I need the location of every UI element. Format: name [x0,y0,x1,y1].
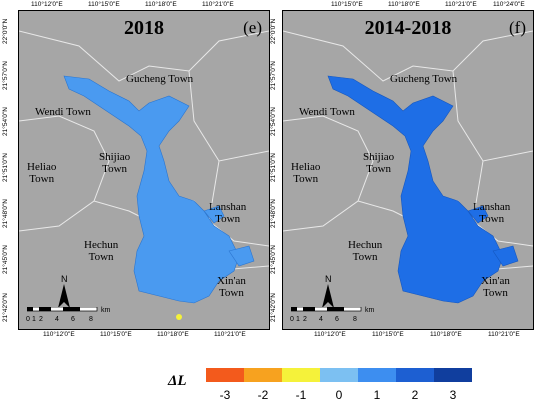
legend-label: -1 [295,388,307,402]
lon-tick: 110°21'0"E [445,1,477,8]
town-label: Gucheng Town [126,73,194,85]
town-label: Shijiao Town [99,151,131,175]
panel-year: 2014-2018 [364,17,452,39]
lon-tick: 110°24'0"E [493,1,525,8]
lon-tick: 110°18'0"E [388,1,420,8]
legend-label: 0 [335,388,343,402]
lon-tick: 110°21'0"E [488,331,520,338]
town-label: Shijiao Town [363,151,395,175]
legend-swatch [396,368,434,382]
legend-swatch [282,368,320,382]
map-2018 [19,30,269,320]
lat-tick: 21°45'0"N [270,245,277,274]
town-label: Wendi Town [35,106,91,118]
town-label: Heliao Town [27,161,57,185]
scale-bar [291,307,362,312]
lon-tick: 110°12'0"E [43,331,75,338]
legend-label: -2 [257,388,269,402]
map-2014-2018 [283,30,533,304]
town-label: Xin'an Town [217,275,246,299]
panel-letter: (e) [243,18,262,37]
lat-tick: 21°48'0"N [2,199,9,228]
legend-swatch [358,368,396,382]
lat-tick: 22°0'0"N [2,18,9,44]
legend-swatch [244,368,282,382]
map-panel-2014-2018: 2014-2018 (f) Gucheng Town Wendi Town He… [282,10,534,330]
lon-tick: 110°15'0"E [372,331,404,338]
lat-tick: 21°51'0"N [2,153,9,182]
town-label: Lanshan Town [209,201,247,225]
legend-swatch [206,368,244,382]
lon-tick: 110°21'0"E [202,1,234,8]
lon-tick: 110°12'0"E [314,331,346,338]
panel-letter: (f) [509,18,526,37]
reservoir-2018 [63,75,255,304]
lon-tick: 110°12'0"E [31,1,63,8]
lat-tick: 21°54'0"N [270,107,277,136]
lat-tick: 21°45'0"N [2,245,9,274]
lat-tick: 21°57'0"N [270,61,277,90]
legend-swatch [320,368,358,382]
scale-bar [27,307,98,312]
legend-label: 1 [373,388,381,402]
lon-tick: 110°15'0"E [331,1,363,8]
lat-tick: 21°42'0"N [270,293,277,322]
legend-swatch [434,368,472,382]
lon-tick: 110°18'0"E [157,331,189,338]
lat-tick: 21°51'0"N [270,153,277,182]
town-label: Xin'an Town [481,275,510,299]
lon-tick: 110°15'0"E [88,1,120,8]
town-label: Heliao Town [291,161,321,185]
lon-tick: 110°15'0"E [100,331,132,338]
town-label: Wendi Town [299,106,355,118]
change-point-marker [176,314,182,320]
legend-label: 2 [411,388,419,402]
lon-tick: 110°18'0"E [430,331,462,338]
lat-tick: 22°0'0"N [270,18,277,44]
town-label: Hechun Town [84,239,119,263]
lon-tick: 110°18'0"E [145,1,177,8]
map-panel-2018: 2018 (e) Gucheng Town Wendi Town Heliao T… [18,10,270,330]
town-label: Gucheng Town [390,73,458,85]
lat-tick: 21°57'0"N [2,61,9,90]
panel-year: 2018 [124,17,164,39]
lat-tick: 21°42'0"N [2,293,9,322]
lon-tick: 110°21'0"E [214,331,246,338]
legend-label: -3 [219,388,231,402]
legend-title: ΔL [168,373,187,389]
town-label: Hechun Town [348,239,383,263]
lat-tick: 21°54'0"N [2,107,9,136]
reservoir-total [327,75,519,304]
town-label: Lanshan Town [473,201,511,225]
legend-label: 3 [449,388,457,402]
lat-tick: 21°48'0"N [270,199,277,228]
